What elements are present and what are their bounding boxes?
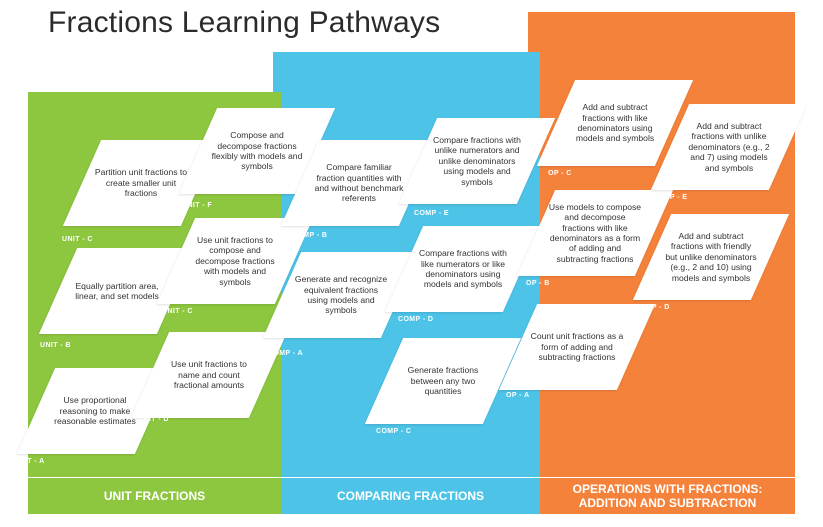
code-unit-f: UNIT - F — [182, 202, 213, 209]
card-comp-a-text: Generate and recognize equivalent fracti… — [294, 274, 388, 316]
card-unit-d: Use unit fractions to name and count fra… — [130, 332, 288, 418]
card-op-e: Add and subtract fractions with unlike d… — [650, 104, 808, 190]
card-comp-b-text: Compare familiar fraction quantities wit… — [314, 162, 404, 204]
card-comp-e: Compare fractions with unlike numerators… — [398, 118, 556, 204]
card-unit-d-text: Use unit fractions to name and count fra… — [171, 359, 247, 391]
code-op-a: OP - A — [506, 392, 530, 399]
card-op-e-text: Add and subtract fractions with unlike d… — [688, 120, 770, 173]
operations-footer — [540, 478, 795, 514]
code-unit-c2: UNIT - C — [162, 308, 193, 315]
code-comp-b: COMP - B — [292, 232, 328, 239]
code-op-d: OP - D — [646, 304, 670, 311]
card-op-c-text: Add and subtract fractions with like den… — [575, 102, 655, 144]
card-unit-f-text: Compose and decompose fractions flexibly… — [211, 130, 303, 172]
code-comp-a: COMP - A — [268, 350, 304, 357]
code-unit-d: UNIT - D — [138, 416, 169, 423]
operations-label-line1: OPERATIONS WITH FRACTIONS: — [572, 482, 763, 496]
code-comp-c: COMP - C — [376, 428, 412, 435]
card-unit-c1-text: Partition unit fractions to create small… — [94, 167, 188, 199]
code-op-c: OP - C — [548, 170, 572, 177]
unit-fractions-label: UNIT FRACTIONS — [103, 489, 206, 503]
code-comp-d: COMP - D — [398, 316, 434, 323]
comparing-fractions-footer — [281, 478, 540, 514]
card-unit-b-text: Equally partition area, linear, and set … — [75, 280, 159, 301]
code-comp-e: COMP - E — [414, 210, 449, 217]
code-unit-a: UNIT - A — [14, 458, 45, 465]
card-comp-d: Compare fractions with like numerators o… — [384, 226, 542, 312]
card-op-d: Add and subtract fractions with friendly… — [632, 214, 790, 300]
comparing-fractions-label: COMPARING FRACTIONS — [336, 489, 485, 503]
code-unit-c1: UNIT - C — [62, 236, 93, 243]
operations-label: OPERATIONS WITH FRACTIONS: ADDITION AND … — [540, 478, 795, 514]
card-comp-c: Generate fractions between any two quant… — [364, 338, 522, 424]
card-comp-d-text: Compare fractions with like numerators o… — [419, 248, 507, 290]
code-op-e: OP - E — [664, 194, 688, 201]
unit-fractions-footer — [28, 478, 281, 514]
code-op-b: OP - B — [526, 280, 550, 287]
operations-label-line2: ADDITION AND SUBTRACTION — [578, 496, 757, 510]
card-unit-c2-text: Use unit fractions to compose and decomp… — [195, 234, 275, 287]
card-op-a: Count unit fractions as a form of adding… — [498, 304, 656, 390]
code-unit-b: UNIT - B — [40, 342, 71, 349]
card-comp-e-text: Compare fractions with unlike numerators… — [433, 134, 521, 187]
card-op-b-text: Use models to compose and decompose frac… — [548, 201, 642, 264]
card-comp-c-text: Generate fractions between any two quant… — [407, 365, 479, 397]
card-op-d-text: Add and subtract fractions with friendly… — [665, 230, 757, 283]
page-title: Fractions Learning Pathways — [48, 6, 441, 39]
card-op-a-text: Count unit fractions as a form of adding… — [530, 331, 624, 363]
